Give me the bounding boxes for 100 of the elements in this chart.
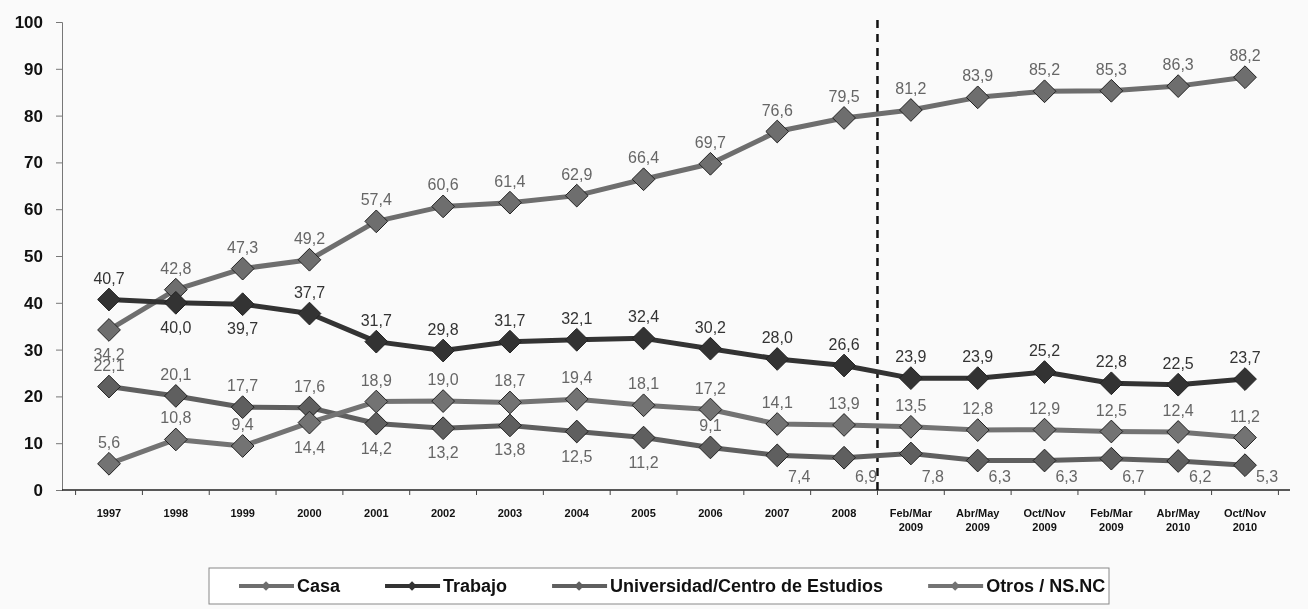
- point: [498, 390, 522, 415]
- point: [1032, 360, 1057, 384]
- x-tick-label: 2006: [698, 507, 723, 519]
- y-tick-label: 30: [24, 340, 43, 360]
- point: [564, 327, 589, 352]
- point: [765, 347, 790, 371]
- data-label: 85,3: [1095, 60, 1128, 78]
- data-label: 6,3: [988, 468, 1011, 485]
- data-label: 5,3: [1255, 468, 1279, 485]
- point: [97, 318, 121, 342]
- data-label: 47,3: [227, 238, 259, 256]
- point: [431, 338, 455, 363]
- point: [631, 326, 656, 351]
- data-label: 13,5: [895, 396, 927, 414]
- data-label: 18,1: [628, 375, 660, 393]
- point: [97, 451, 121, 476]
- x-tick-label: 2007: [764, 507, 790, 519]
- point: [631, 425, 656, 450]
- data-label: 69,7: [694, 133, 727, 151]
- data-label: 25,2: [1028, 342, 1061, 360]
- data-label: 6,7: [1122, 468, 1145, 485]
- data-label: 19,4: [561, 369, 593, 387]
- x-tick-label: 1999: [230, 507, 255, 519]
- data-label: 40,0: [160, 318, 192, 336]
- point: [297, 410, 322, 435]
- data-label: 12,4: [1162, 401, 1194, 419]
- point: [364, 209, 389, 234]
- point: [364, 329, 389, 354]
- x-tick-label: 2005: [631, 507, 656, 519]
- data-label: 23,9: [895, 348, 927, 366]
- x-tick-label: Feb/Mar 2009: [889, 507, 933, 533]
- point: [1233, 367, 1257, 391]
- point: [297, 301, 322, 326]
- data-label: 12,9: [1028, 399, 1061, 417]
- data-label: 37,7: [293, 283, 326, 301]
- data-label: 28,0: [761, 328, 793, 346]
- point: [965, 418, 990, 442]
- data-label: 40,7: [93, 269, 125, 287]
- point: [1233, 65, 1257, 90]
- point: [230, 256, 255, 281]
- data-label: 12,5: [561, 447, 593, 465]
- data-label: 60,6: [427, 176, 459, 194]
- data-label: 30,2: [694, 318, 727, 336]
- x-tick-label: 2000: [297, 507, 322, 519]
- point: [163, 384, 188, 408]
- data-label: 29,8: [427, 320, 459, 338]
- data-label: 22,8: [1095, 353, 1128, 371]
- data-label: 17,6: [293, 377, 326, 395]
- y-tick-label: 40: [24, 293, 43, 313]
- data-label: 42,8: [160, 259, 192, 277]
- point: [230, 292, 255, 317]
- point: [1099, 419, 1124, 444]
- point: [1032, 79, 1057, 104]
- y-tick-label: 80: [24, 106, 43, 126]
- point: [965, 85, 990, 110]
- point: [364, 411, 389, 436]
- point: [899, 441, 923, 466]
- point: [97, 374, 121, 399]
- point: [899, 414, 923, 439]
- data-label: 88,2: [1229, 47, 1261, 65]
- legend-label: Trabajo: [443, 576, 508, 596]
- point: [1166, 74, 1191, 98]
- x-tick-label: 2002: [430, 507, 456, 519]
- data-label: 18,9: [360, 371, 392, 389]
- data-label: 79,5: [828, 87, 860, 105]
- y-tick-label: 70: [24, 153, 43, 173]
- legend-label: Casa: [297, 576, 342, 596]
- point: [564, 183, 589, 208]
- point: [631, 167, 656, 192]
- data-label: 32,1: [561, 309, 593, 327]
- point: [498, 190, 522, 215]
- x-tick-label: 2001: [364, 507, 389, 519]
- data-label: 11,2: [1230, 407, 1261, 425]
- data-label: 12,8: [962, 400, 994, 418]
- point: [564, 419, 589, 444]
- point: [1099, 78, 1124, 103]
- data-label: 14,2: [360, 439, 392, 457]
- point: [899, 98, 923, 122]
- data-label: 9,4: [231, 416, 254, 434]
- data-label: 76,6: [761, 101, 793, 119]
- point: [230, 395, 255, 420]
- data-label: 13,9: [828, 394, 860, 412]
- data-label: 32,4: [628, 308, 660, 326]
- point: [1233, 453, 1257, 478]
- point: [765, 412, 790, 436]
- point: [698, 336, 723, 361]
- data-label: 31,7: [494, 311, 526, 329]
- point: [1099, 446, 1124, 471]
- y-tick-label: 10: [24, 434, 43, 454]
- point: [1166, 372, 1191, 397]
- point: [631, 393, 656, 418]
- point: [965, 366, 990, 391]
- x-tick-label: 1997: [96, 507, 122, 519]
- point: [431, 389, 455, 413]
- data-label: 14,4: [293, 438, 326, 456]
- point: [1032, 417, 1057, 442]
- x-tick-label: 2008: [831, 507, 857, 519]
- y-tick-label: 100: [14, 12, 43, 32]
- data-label: 57,4: [360, 191, 392, 209]
- point: [832, 106, 856, 130]
